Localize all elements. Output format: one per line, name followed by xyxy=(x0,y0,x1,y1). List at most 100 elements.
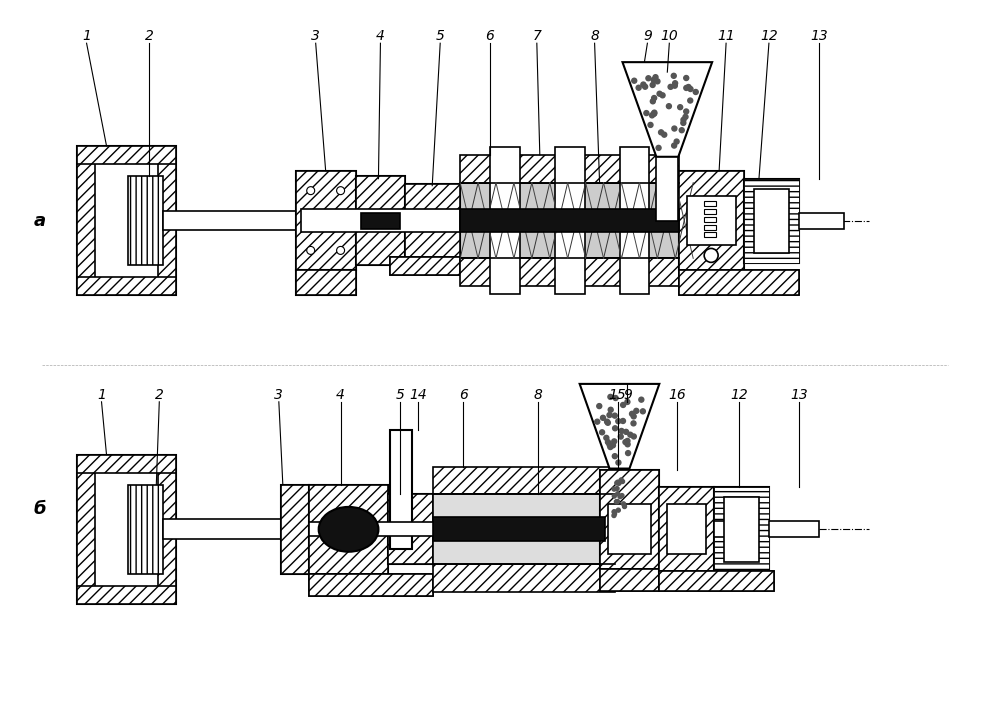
Bar xyxy=(460,208,680,233)
Bar xyxy=(308,574,433,596)
Circle shape xyxy=(606,440,611,445)
Circle shape xyxy=(605,419,610,424)
Bar xyxy=(659,488,714,572)
Circle shape xyxy=(618,495,623,498)
Text: 6: 6 xyxy=(459,388,468,402)
Text: 12: 12 xyxy=(730,388,748,402)
Circle shape xyxy=(616,492,620,495)
Bar xyxy=(308,574,433,596)
Circle shape xyxy=(667,104,672,109)
Bar xyxy=(308,523,493,536)
Circle shape xyxy=(684,109,689,114)
Bar xyxy=(433,564,615,592)
Circle shape xyxy=(613,395,618,400)
Circle shape xyxy=(621,480,624,483)
Circle shape xyxy=(613,413,618,418)
Bar xyxy=(680,170,744,271)
Bar xyxy=(555,147,585,294)
Bar xyxy=(77,586,176,604)
Circle shape xyxy=(633,408,639,413)
Circle shape xyxy=(672,143,677,148)
Text: 10: 10 xyxy=(660,29,679,43)
Circle shape xyxy=(306,187,314,195)
Circle shape xyxy=(600,430,605,435)
Bar xyxy=(769,521,819,537)
Bar xyxy=(600,569,659,591)
Circle shape xyxy=(612,513,616,518)
Circle shape xyxy=(688,98,692,103)
Circle shape xyxy=(686,84,691,90)
Text: 6: 6 xyxy=(486,29,494,43)
Circle shape xyxy=(662,132,667,137)
Bar xyxy=(390,257,460,276)
Circle shape xyxy=(337,246,345,254)
Circle shape xyxy=(631,414,636,419)
Circle shape xyxy=(620,493,624,498)
Circle shape xyxy=(607,412,612,417)
Circle shape xyxy=(623,505,626,508)
Bar xyxy=(164,211,296,231)
Text: 1: 1 xyxy=(82,29,91,43)
Bar xyxy=(296,170,356,271)
Circle shape xyxy=(652,95,657,100)
Circle shape xyxy=(651,112,656,117)
Circle shape xyxy=(671,73,677,78)
Circle shape xyxy=(608,395,613,400)
Circle shape xyxy=(612,439,617,444)
Circle shape xyxy=(615,487,619,490)
Bar xyxy=(667,505,706,554)
Bar xyxy=(680,271,799,295)
Bar xyxy=(754,188,789,253)
Bar xyxy=(388,495,433,564)
Bar xyxy=(159,146,176,295)
Bar xyxy=(608,505,651,554)
Circle shape xyxy=(631,421,636,426)
Bar xyxy=(704,233,716,238)
Circle shape xyxy=(624,438,630,443)
Bar xyxy=(296,271,356,295)
Circle shape xyxy=(673,83,678,88)
Text: 11: 11 xyxy=(717,29,735,43)
Bar xyxy=(704,208,716,213)
Bar xyxy=(300,208,460,233)
Bar xyxy=(704,216,716,221)
Bar xyxy=(688,195,736,246)
Circle shape xyxy=(616,500,620,503)
Bar xyxy=(744,179,799,263)
Bar xyxy=(433,495,615,564)
Ellipse shape xyxy=(319,507,378,552)
Text: 8: 8 xyxy=(534,388,543,402)
Bar xyxy=(390,430,413,549)
Text: 9: 9 xyxy=(624,388,632,402)
Text: 9: 9 xyxy=(643,29,652,43)
Circle shape xyxy=(653,74,658,79)
Circle shape xyxy=(624,430,628,435)
Circle shape xyxy=(620,478,624,482)
Text: a: a xyxy=(33,211,46,230)
Bar xyxy=(77,146,176,295)
Text: 3: 3 xyxy=(275,388,284,402)
Circle shape xyxy=(656,145,661,150)
Bar xyxy=(714,488,769,572)
Bar xyxy=(281,485,308,574)
Bar xyxy=(799,213,843,228)
Bar xyxy=(680,170,744,271)
Text: 13: 13 xyxy=(790,388,808,402)
Text: 2: 2 xyxy=(145,29,154,43)
Text: 3: 3 xyxy=(311,29,320,43)
Bar xyxy=(460,183,680,258)
Circle shape xyxy=(652,110,657,115)
Circle shape xyxy=(660,93,665,98)
Circle shape xyxy=(631,78,636,83)
Bar xyxy=(406,184,460,258)
Circle shape xyxy=(608,407,614,412)
Circle shape xyxy=(619,428,624,433)
Bar xyxy=(281,485,308,574)
Bar xyxy=(433,518,605,541)
Circle shape xyxy=(639,397,644,402)
Circle shape xyxy=(631,434,636,439)
Bar xyxy=(159,455,176,604)
Bar xyxy=(77,455,176,473)
Circle shape xyxy=(657,91,662,96)
Circle shape xyxy=(681,117,686,122)
